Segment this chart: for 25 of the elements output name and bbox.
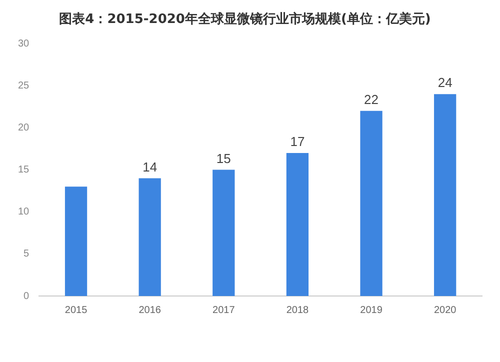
data-label: 14 — [142, 159, 158, 174]
bar — [360, 110, 382, 296]
y-tick-label: 0 — [24, 290, 30, 302]
bar — [212, 170, 235, 296]
x-tick-label: 2015 — [64, 304, 88, 316]
data-label: 22 — [364, 92, 379, 107]
x-tick-label: 2016 — [138, 304, 162, 316]
y-tick-label: 10 — [18, 206, 30, 218]
y-tick-label: 15 — [18, 164, 30, 176]
y-tick-label: 30 — [18, 38, 30, 50]
x-tick-label: 2017 — [212, 304, 236, 316]
x-tick-label: 2019 — [360, 304, 383, 316]
data-label: 15 — [216, 150, 231, 166]
chart-title: 图表4：2015-2020年全球显微镜行业市场规模(单位：亿美元) — [59, 11, 431, 28]
data-label: 24 — [438, 75, 452, 90]
y-tick-label: 25 — [18, 80, 30, 92]
x-tick-label: 2020 — [434, 304, 457, 316]
bar — [286, 152, 309, 296]
x-tick-label: 2018 — [286, 304, 310, 316]
bar — [64, 186, 88, 296]
y-tick-label: 5 — [24, 248, 30, 260]
data-label: 17 — [290, 134, 305, 150]
y-tick-label: 20 — [18, 122, 30, 134]
bar — [138, 178, 161, 296]
bar — [434, 94, 456, 296]
